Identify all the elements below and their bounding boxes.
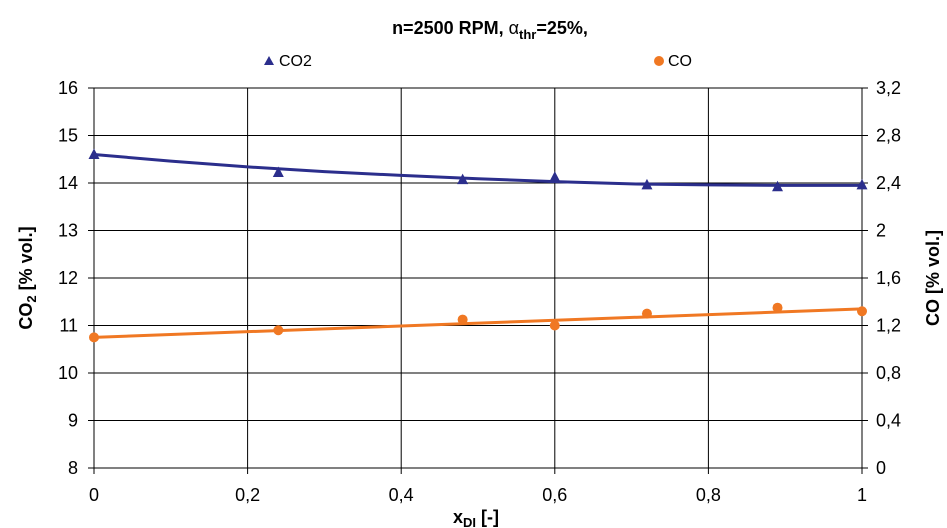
y-axis-left-title: CO2 [% vol.] [16,226,39,329]
x-tick-label: 0,4 [389,485,414,505]
x-tick-label: 0,8 [696,485,721,505]
y-left-tick-label: 8 [68,458,78,478]
co2-point [856,178,868,190]
y-left-tick-label: 11 [59,316,78,336]
title-prefix: n=2500 RPM, [392,18,509,38]
co-trend-line [93,307,863,339]
legend-co-marker [654,56,664,66]
co-point [89,332,99,343]
legend-co2-label: CO2 [279,53,312,70]
y-left-title-suffix: [% vol.] [16,226,36,295]
y-right-tick-label: 0 [876,458,886,478]
x-axis-title-sub: DI [463,515,476,528]
x-tick-label: 1 [857,485,867,505]
y-right-tick-label: 2,8 [876,126,901,146]
co2-point [549,171,561,182]
series [88,148,868,343]
x-axis-title: xDI [-] [453,507,499,528]
co-point [772,302,783,313]
y-left-tick-label: 9 [68,411,78,431]
co-point [457,314,468,325]
legend-co-label: CO [668,53,692,70]
legend: CO2 CO [264,53,692,70]
y-axis-right-title: CO [% vol.] [923,230,943,326]
y-right-tick-label: 0,8 [876,363,901,383]
y-left-tick-label: 12 [58,268,78,288]
x-axis-title-suffix: [-] [476,507,499,527]
co2-trend-line [93,153,862,187]
title-alpha-sub: thr [519,27,536,42]
y-right-tick-label: 1,2 [876,316,901,336]
co-point [273,325,284,336]
co2-point [457,173,469,185]
y-right-tick-label: 0,4 [876,411,901,431]
y-right-tick-label: 2,4 [876,173,901,193]
grid [94,88,862,468]
y-left-tick-label: 15 [58,126,78,146]
axes: 8 09 0,410 0,811 1,212 1,613 214 2,415 2,816 3,20… [58,78,901,505]
x-tick-label: 0,2 [235,485,260,505]
y-left-title-sub: 2 [24,295,39,302]
legend-co2-marker [264,56,274,65]
y-left-tick-label: 13 [58,221,78,241]
y-left-tick-label: 14 [58,173,78,193]
y-right-tick-label: 2 [876,221,886,241]
co-point [549,320,560,331]
x-axis-title-main: x [453,507,463,527]
co-point [857,306,867,317]
title-alpha: α [509,18,519,38]
x-tick-label: 0 [89,485,99,505]
y-left-title-main: CO [16,303,36,330]
co2-point [88,148,100,159]
co2-point [272,166,284,178]
y-left-tick-label: 10 [58,363,78,383]
title-suffix: =25%, [536,18,588,38]
co-point [641,308,652,319]
co2-point [772,180,784,192]
chart-title: n=2500 RPM, αthr=25%, [392,18,588,42]
co2-point [641,178,653,190]
y-right-tick-label: 3,2 [876,78,901,98]
x-tick-label: 0,6 [542,485,567,505]
y-left-tick-label: 16 [58,78,78,98]
y-right-tick-label: 1,6 [876,268,901,288]
